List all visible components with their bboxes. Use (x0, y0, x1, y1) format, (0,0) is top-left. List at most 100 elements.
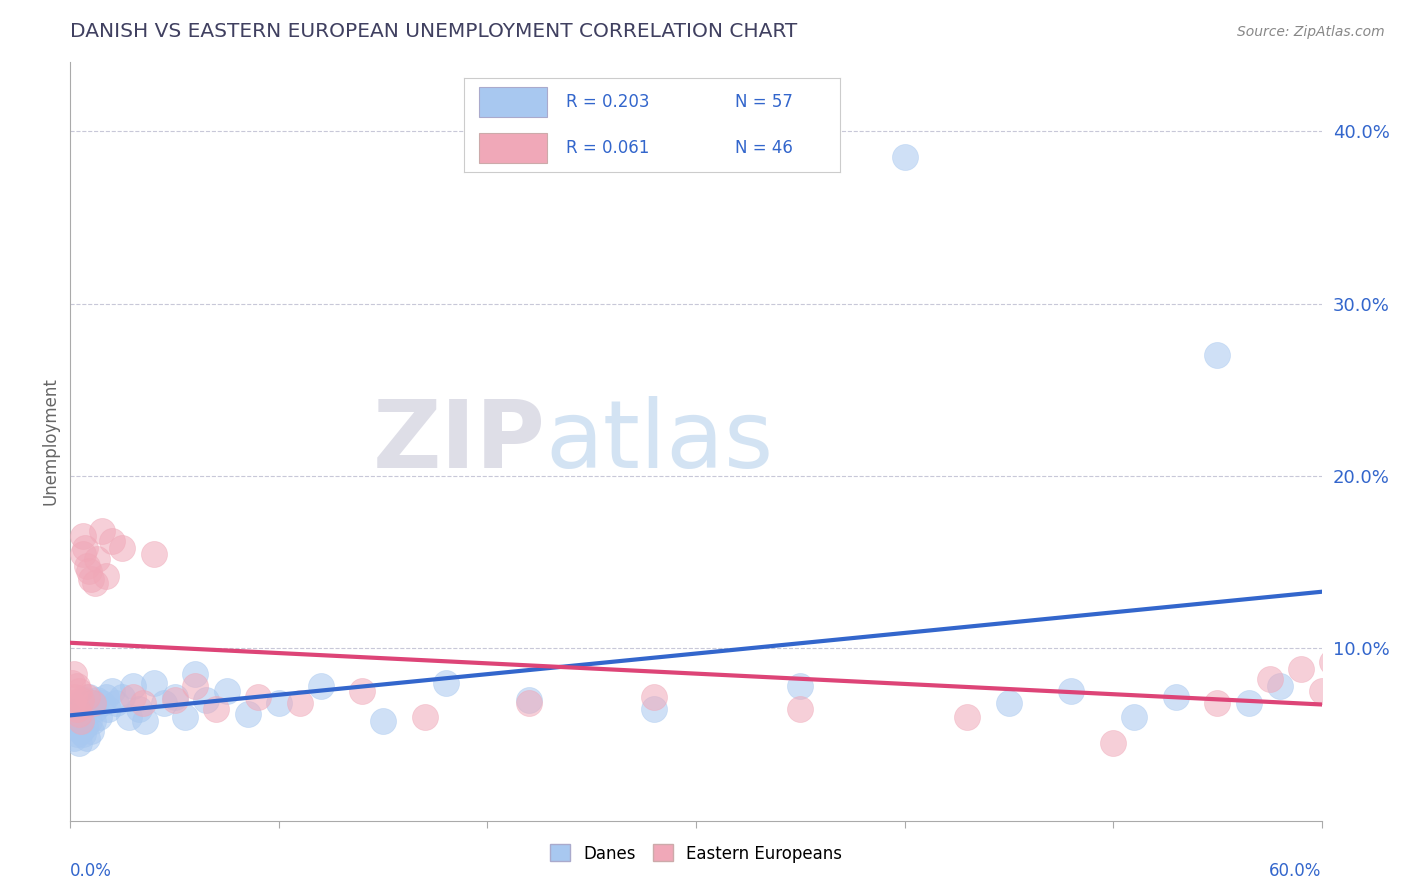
Point (184, 679, 207, 693)
Point (89, 710, 111, 724)
Point (309, 679, 332, 693)
Point (517, 697, 540, 711)
Point (80, 698, 103, 713)
Point (90, 697, 112, 711)
Point (86, 551, 108, 566)
Y-axis label: Unemployment: Unemployment (41, 377, 59, 506)
Point (101, 684, 124, 698)
Point (413, 710, 436, 724)
Point (1310, 684, 1333, 698)
Point (1206, 697, 1229, 711)
Point (118, 710, 141, 724)
Point (77, 564, 100, 578)
Point (80, 724, 103, 739)
Point (121, 690, 145, 704)
Point (105, 697, 128, 711)
Point (1060, 684, 1083, 698)
Point (789, 679, 811, 693)
Point (69, 724, 91, 739)
Point (84, 701, 107, 715)
Point (69, 714, 91, 728)
Point (236, 706, 259, 721)
Point (97, 701, 120, 715)
Point (67, 736, 90, 750)
Point (63, 667, 86, 681)
Point (67, 684, 90, 698)
Point (163, 693, 186, 707)
Point (111, 690, 134, 704)
Point (69, 710, 91, 724)
Point (82, 697, 104, 711)
Point (80, 573, 103, 587)
Point (76, 558, 98, 573)
Point (128, 701, 150, 715)
Point (1102, 736, 1125, 750)
Point (63, 706, 86, 721)
Text: 60.0%: 60.0% (1270, 863, 1322, 880)
Point (789, 701, 811, 715)
Point (247, 690, 270, 704)
Point (352, 684, 374, 698)
Text: atlas: atlas (546, 395, 775, 488)
Point (132, 697, 155, 711)
Point (69, 693, 91, 707)
Point (956, 710, 979, 724)
Point (142, 547, 165, 561)
Point (72, 547, 94, 561)
Point (65, 701, 87, 715)
Point (1206, 348, 1229, 362)
Point (1237, 697, 1260, 711)
Point (434, 675, 457, 690)
Point (72, 529, 94, 543)
Point (174, 710, 197, 724)
Text: Source: ZipAtlas.com: Source: ZipAtlas.com (1237, 25, 1385, 39)
Point (643, 701, 665, 715)
Point (517, 693, 540, 707)
Point (1122, 710, 1144, 724)
Point (288, 697, 311, 711)
Point (1320, 655, 1343, 669)
Point (77, 714, 100, 728)
Point (1258, 673, 1281, 687)
Point (371, 714, 394, 728)
Legend: Danes, Eastern Europeans: Danes, Eastern Europeans (543, 838, 849, 869)
Point (643, 690, 665, 704)
Point (267, 697, 290, 711)
Point (153, 697, 176, 711)
Point (60, 675, 83, 690)
Point (101, 534, 124, 549)
Point (72, 727, 94, 741)
Point (1289, 662, 1312, 676)
Point (163, 690, 186, 704)
Point (1341, 649, 1364, 664)
Point (142, 675, 165, 690)
Point (60, 697, 83, 711)
Point (1268, 679, 1291, 693)
Point (77, 690, 100, 704)
Point (121, 679, 145, 693)
Point (1164, 690, 1187, 704)
Point (893, 150, 915, 164)
Point (73, 541, 96, 556)
Point (84, 575, 107, 590)
Point (63, 731, 86, 745)
Point (215, 684, 238, 698)
Point (111, 541, 134, 556)
Text: DANISH VS EASTERN EUROPEAN UNEMPLOYMENT CORRELATION CHART: DANISH VS EASTERN EUROPEAN UNEMPLOYMENT … (70, 22, 797, 41)
Point (205, 701, 228, 715)
Point (94, 569, 117, 583)
Point (76, 731, 98, 745)
Point (72, 705, 94, 719)
Point (94, 690, 117, 704)
Point (63, 690, 86, 704)
Point (69, 697, 91, 711)
Point (73, 693, 96, 707)
Point (65, 727, 87, 741)
Text: 0.0%: 0.0% (70, 863, 112, 880)
Point (998, 697, 1021, 711)
Point (73, 719, 96, 733)
Point (1331, 714, 1354, 728)
Point (194, 693, 217, 707)
Text: ZIP: ZIP (373, 395, 546, 488)
Point (82, 714, 104, 728)
